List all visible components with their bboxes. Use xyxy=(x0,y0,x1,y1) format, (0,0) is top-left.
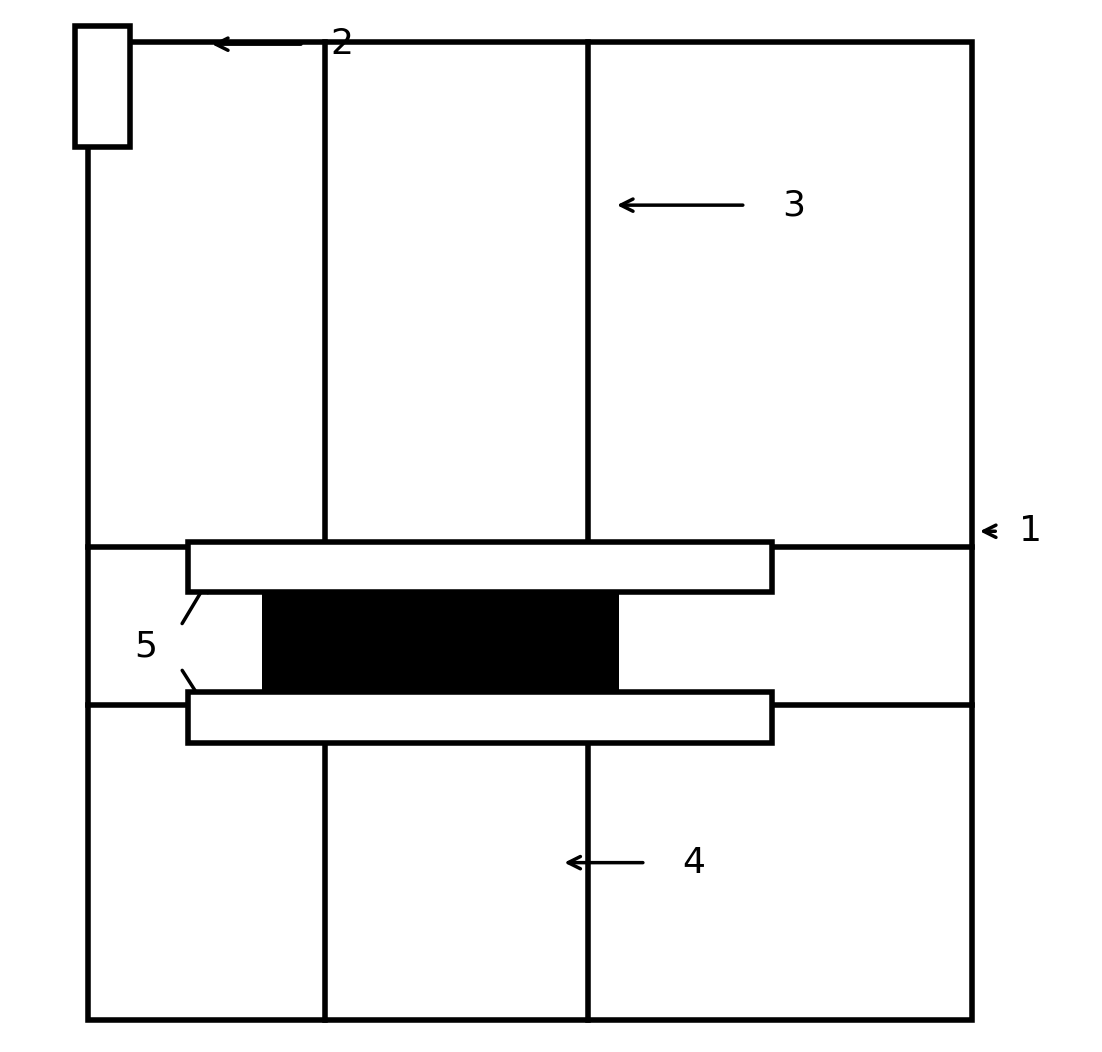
Text: 3: 3 xyxy=(782,188,806,222)
Text: 2: 2 xyxy=(331,27,353,61)
Bar xyxy=(76,26,130,147)
Bar xyxy=(188,692,771,743)
Text: 1: 1 xyxy=(1019,514,1042,548)
Text: 5: 5 xyxy=(134,630,158,664)
Bar xyxy=(88,42,972,1020)
Bar xyxy=(188,542,771,592)
Text: 4: 4 xyxy=(682,846,705,879)
Bar xyxy=(261,592,619,692)
